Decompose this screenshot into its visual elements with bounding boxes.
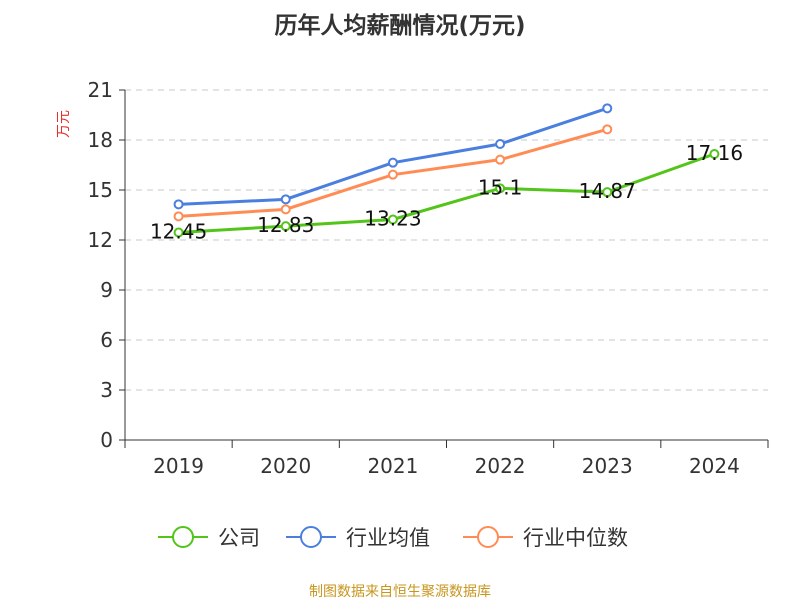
- data-point: [602, 124, 613, 135]
- data-point: [495, 139, 506, 149]
- series-line-公司: [178, 152, 715, 234]
- legend-marker: [477, 526, 499, 548]
- data-point: [173, 211, 184, 222]
- data-point: [173, 227, 184, 238]
- legend-marker: [172, 526, 194, 548]
- y-tick-label: 12: [88, 228, 113, 252]
- data-point: [280, 221, 291, 232]
- data-point: [602, 187, 613, 198]
- data-label: 15.1: [478, 175, 523, 199]
- y-tick-label: 18: [88, 128, 113, 152]
- data-point: [387, 157, 398, 168]
- data-label: 12.45: [150, 220, 207, 244]
- x-tick-label: 2022: [475, 454, 526, 478]
- y-tick-label: 6: [100, 328, 113, 352]
- y-tick-label: 3: [100, 378, 113, 402]
- data-point: [495, 154, 506, 165]
- legend-marker: [300, 526, 322, 548]
- x-tick-label: 2024: [689, 454, 740, 478]
- x-tick-label: 2021: [367, 454, 418, 478]
- x-tick-label: 2019: [153, 454, 204, 478]
- y-axis-label: 万元: [56, 110, 72, 138]
- y-tick-label: 0: [100, 428, 113, 452]
- data-point: [173, 199, 184, 210]
- legend-label: 公司: [218, 526, 260, 550]
- source-note: 制图数据来自恒生聚源数据库: [309, 584, 491, 600]
- chart-title: 历年人均薪酬情况(万元): [274, 12, 525, 39]
- legend-label: 行业中位数: [523, 526, 628, 550]
- data-point: [709, 149, 720, 159]
- data-point: [280, 204, 291, 215]
- data-point: [602, 103, 613, 114]
- data-point: [280, 194, 291, 205]
- y-tick-label: 21: [88, 78, 113, 102]
- data-point: [495, 183, 506, 194]
- data-label: 12.83: [257, 213, 314, 237]
- x-tick-label: 2020: [260, 454, 311, 478]
- data-point: [387, 214, 398, 225]
- data-label: 13.23: [364, 207, 421, 231]
- data-label: 14.87: [579, 179, 636, 203]
- data-point: [387, 169, 398, 180]
- y-tick-label: 9: [100, 278, 113, 302]
- x-tick-label: 2023: [582, 454, 633, 478]
- data-label: 17.16: [686, 141, 743, 165]
- legend-label: 行业均值: [346, 526, 430, 550]
- y-tick-label: 15: [88, 178, 113, 202]
